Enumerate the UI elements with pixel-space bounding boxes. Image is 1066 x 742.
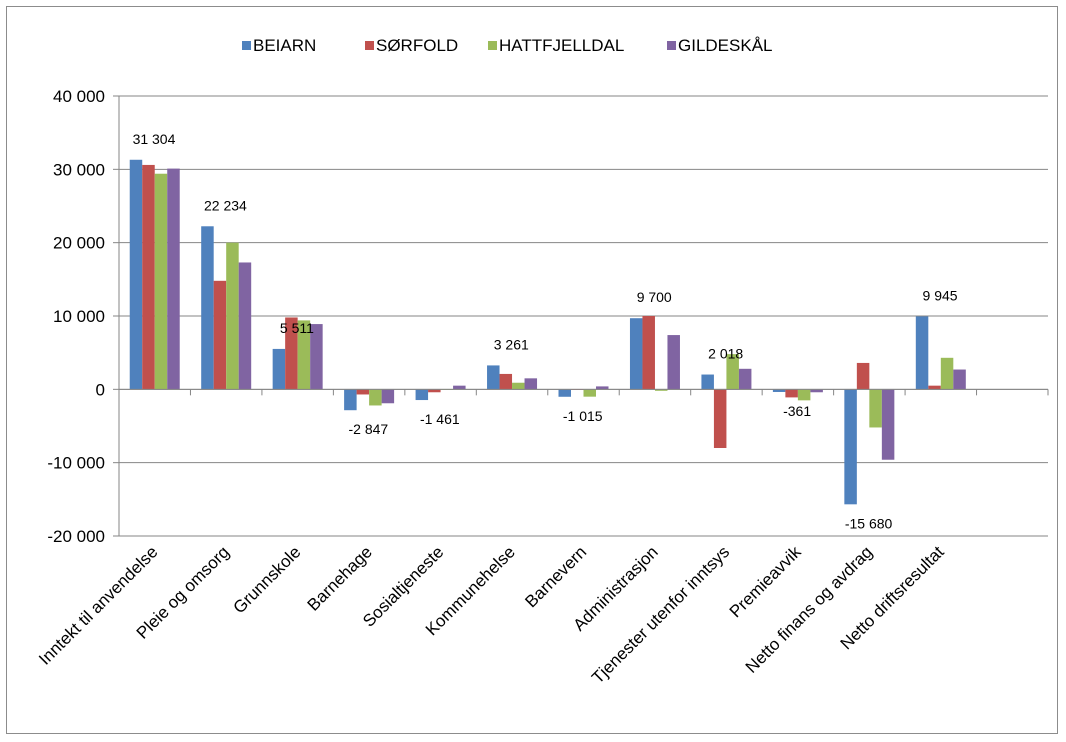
bar-beiarn [487,365,500,390]
bar-beiarn [129,159,143,390]
bar-sørfold [285,317,298,390]
bar-beiarn [844,389,857,505]
x-tick-label: Barnehage [304,542,376,614]
y-tick-label: 40 000 [53,87,105,106]
bar-sørfold [928,385,941,390]
data-label: 22 234 [204,197,247,213]
bar-sørfold [713,389,727,448]
data-label: -15 680 [845,515,893,531]
bar-sørfold [642,316,655,390]
bar-gildeskål [453,385,466,390]
data-label: 9 945 [923,287,958,303]
bar-hattfjelldal [369,389,382,406]
y-tick-label: 30 000 [53,160,105,179]
bar-beiarn [344,389,357,411]
bar-hattfjelldal [226,242,239,390]
legend-label: GILDESKÅL [678,36,773,55]
data-label: -361 [783,403,811,419]
chart-frame: 40 000 30 000 20 000 10 000 0 -10 000 -20 000 I… [6,6,1058,734]
bar-hattfjelldal [869,389,882,428]
bar-gildeskål [738,368,752,390]
gridlines [119,95,1048,537]
x-tick-label: Inntekt til anvendelse [35,542,161,668]
bar-sørfold [213,280,227,390]
y-tick-label: -20 000 [47,527,105,546]
bar-chart: 40 000 30 000 20 000 10 000 0 -10 000 -20 000I… [35,36,1049,687]
bar-sørfold [499,373,513,390]
bar-beiarn [701,374,714,390]
bar-beiarn [415,389,429,401]
bar-hattfjelldal [797,389,811,401]
legend: BEIARN SØRFOLD HATTFJELLDAL GILDESKÅL [242,36,773,55]
bar-gildeskål [953,369,966,390]
bar-gildeskål [238,262,252,390]
x-tick-label: Netto finans og avdrag [742,542,876,676]
bar-gildeskål [524,378,538,390]
bar-hattfjelldal [512,382,525,390]
legend-label: BEIARN [253,36,316,55]
bar-beiarn [201,226,214,390]
data-label: -2 847 [349,421,389,437]
data-label: 5 511 [280,320,314,336]
x-tick-label: Barnevern [521,542,590,611]
bars [129,159,966,505]
legend-label: HATTFJELLDAL [499,36,624,55]
bar-gildeskål [881,389,895,460]
x-tick-label: Tjenester utenfor inntsys [588,542,733,687]
data-label: 9 700 [637,289,672,305]
bar-gildeskål [167,168,180,390]
data-label: -1 015 [563,408,603,424]
y-tick-label: -10 000 [47,454,105,473]
bar-gildeskål [596,386,609,390]
y-tick-label: 20 000 [53,234,105,253]
legend-swatch [365,41,374,50]
y-tick-label: 10 000 [53,307,105,326]
bar-hattfjelldal [297,320,311,390]
legend-label: SØRFOLD [376,36,458,55]
legend-swatch [242,41,251,50]
x-tick-label: Premieavvik [726,542,805,621]
bar-sørfold [428,389,441,393]
data-labels: 31 304 22 234 5 511 -2 847 -1 461 3 261 -1 015… [133,131,958,532]
bar-gildeskål [810,389,823,393]
bar-beiarn [772,389,786,392]
bar-sørfold [856,362,870,390]
data-label: -1 461 [420,411,460,427]
data-label: 3 261 [494,336,529,352]
bar-sørfold [142,164,155,390]
bar-gildeskål [667,335,680,390]
y-tick-label: 0 [96,380,105,399]
x-tick-label: Grunnskole [230,542,305,617]
legend-swatch [667,41,676,50]
data-label: 31 304 [133,131,176,147]
bar-hattfjelldal [726,354,739,390]
legend-swatch [488,41,497,50]
bar-sørfold [785,389,798,398]
bar-hattfjelldal [654,389,668,391]
bar-beiarn [558,389,571,397]
bar-hattfjelldal [940,357,954,390]
bar-gildeskål [310,324,323,390]
bar-gildeskål [381,389,395,404]
bar-hattfjelldal [154,173,168,390]
bar-sørfold [356,389,370,395]
bar-beiarn [272,348,286,390]
bar-hattfjelldal [583,389,596,397]
bar-beiarn [915,316,929,390]
axes: 40 000 30 000 20 000 10 000 0 -10 000 -20 000I… [35,87,1049,687]
bar-beiarn [629,318,643,390]
data-label: 2 018 [708,346,743,362]
